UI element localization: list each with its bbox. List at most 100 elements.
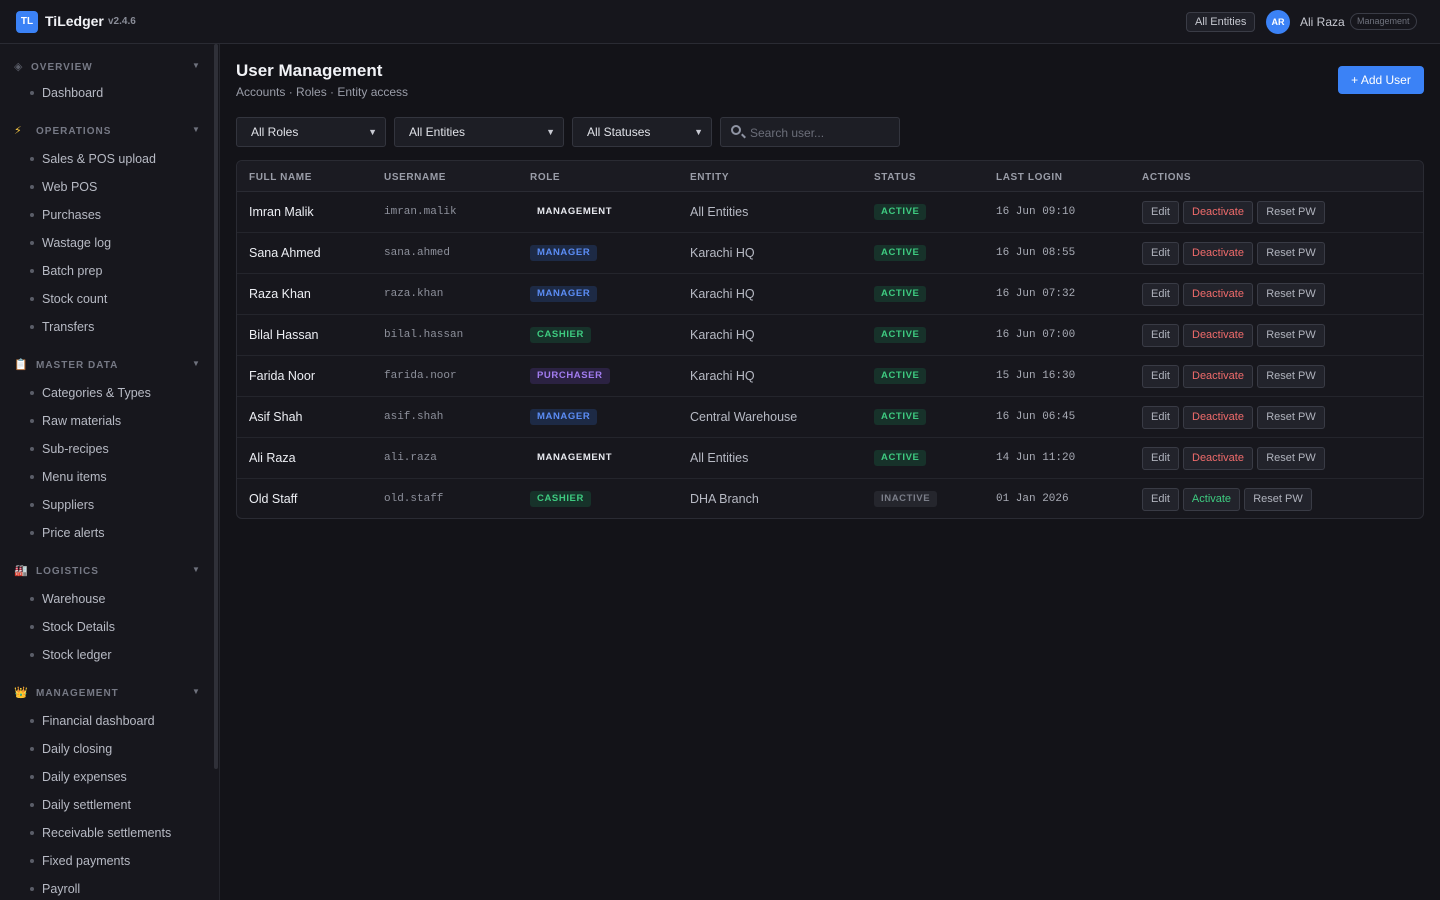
edit-button[interactable]: Edit — [1142, 488, 1179, 511]
entity-switcher[interactable]: All Entities — [1186, 12, 1256, 32]
sidebar-item-stock-count[interactable]: Stock count — [30, 290, 210, 310]
user-full-name: Bilal Hassan — [249, 328, 319, 342]
sidebar-item-stock-ledger[interactable]: Stock ledger — [30, 646, 210, 666]
deactivate-button[interactable]: Deactivate — [1183, 447, 1253, 470]
deactivate-button[interactable]: Deactivate — [1183, 201, 1253, 224]
column-header-full-name[interactable]: FULL NAME — [249, 172, 312, 183]
reset-password-button[interactable]: Reset PW — [1257, 406, 1325, 429]
status-badge: ACTIVE — [874, 286, 927, 302]
bullet-icon — [30, 747, 34, 751]
user-username: raza.khan — [384, 288, 444, 300]
user-username: bilal.hassan — [384, 329, 464, 341]
edit-button[interactable]: Edit — [1142, 201, 1179, 224]
sidebar-item-categories-types[interactable]: Categories & Types — [30, 384, 210, 404]
activate-button[interactable]: Activate — [1183, 488, 1240, 511]
user-last-login: 16 Jun 07:00 — [996, 329, 1076, 341]
bullet-icon — [30, 531, 34, 535]
user-last-login: 16 Jun 06:45 — [996, 411, 1076, 423]
user-last-login: 14 Jun 11:20 — [996, 452, 1076, 464]
sidebar-item-label: Categories & Types — [42, 386, 151, 400]
edit-button[interactable]: Edit — [1142, 447, 1179, 470]
sidebar-section-operations[interactable]: ⚡ OPERATIONS ▼ — [14, 123, 204, 139]
chevron-down-icon[interactable]: ▼ — [192, 61, 200, 70]
reset-password-button[interactable]: Reset PW — [1257, 324, 1325, 347]
chevron-down-icon[interactable]: ▼ — [192, 125, 200, 134]
reset-password-button[interactable]: Reset PW — [1257, 242, 1325, 265]
sidebar-item-stock-details[interactable]: Stock Details — [30, 618, 210, 638]
column-header-actions: ACTIONS — [1142, 172, 1192, 183]
sidebar-section-master-data[interactable]: 📋 MASTER DATA ▼ — [14, 357, 204, 373]
reset-password-button[interactable]: Reset PW — [1244, 488, 1312, 511]
deactivate-button[interactable]: Deactivate — [1183, 406, 1253, 429]
avatar[interactable]: AR — [1266, 10, 1290, 34]
sidebar-section-logistics[interactable]: 🏭 LOGISTICS ▼ — [14, 563, 204, 579]
sidebar-item-suppliers[interactable]: Suppliers — [30, 496, 210, 516]
chevron-down-icon[interactable]: ▼ — [192, 687, 200, 696]
sidebar-item-batch-prep[interactable]: Batch prep — [30, 262, 210, 282]
sidebar-section-management[interactable]: 👑 MANAGEMENT ▼ — [14, 685, 204, 701]
sidebar-item-purchases[interactable]: Purchases — [30, 206, 210, 226]
sidebar-item-sales-pos-upload[interactable]: Sales & POS upload — [30, 150, 210, 170]
column-header-username[interactable]: USERNAME — [384, 172, 447, 183]
sidebar-item-daily-settlement[interactable]: Daily settlement — [30, 796, 210, 816]
deactivate-button[interactable]: Deactivate — [1183, 242, 1253, 265]
app-logo[interactable]: TL — [16, 11, 38, 33]
table-row: Raza Khan raza.khan MANAGER Karachi HQ A… — [237, 274, 1423, 315]
column-header-entity[interactable]: ENTITY — [690, 172, 730, 183]
sidebar: ◈ OVERVIEW ▼ Dashboard ⚡ OPERATIONS ▼ Sa… — [0, 44, 220, 900]
edit-button[interactable]: Edit — [1142, 283, 1179, 306]
sidebar-section-overview[interactable]: ◈ OVERVIEW ▼ — [14, 59, 204, 75]
entity-filter-select[interactable]: All Entities ▼ — [394, 117, 564, 147]
role-badge: MANAGEMENT — [537, 452, 613, 463]
role-filter-select[interactable]: All Roles ▼ — [236, 117, 386, 147]
chevron-down-icon[interactable]: ▼ — [192, 565, 200, 574]
sidebar-item-receivable-settlements[interactable]: Receivable settlements — [30, 824, 210, 844]
user-entity: DHA Branch — [690, 492, 759, 506]
user-entity: Central Warehouse — [690, 410, 798, 424]
column-header-last-login[interactable]: LAST LOGIN — [996, 172, 1063, 183]
sidebar-item-warehouse[interactable]: Warehouse — [30, 590, 210, 610]
deactivate-button[interactable]: Deactivate — [1183, 324, 1253, 347]
sidebar-item-web-pos[interactable]: Web POS — [30, 178, 210, 198]
sidebar-item-financial-dashboard[interactable]: Financial dashboard — [30, 712, 210, 732]
sidebar-item-sub-recipes[interactable]: Sub-recipes — [30, 440, 210, 460]
sidebar-item-daily-closing[interactable]: Daily closing — [30, 740, 210, 760]
sidebar-item-wastage-log[interactable]: Wastage log — [30, 234, 210, 254]
sidebar-item-menu-items[interactable]: Menu items — [30, 468, 210, 488]
sidebar-item-price-alerts[interactable]: Price alerts — [30, 524, 210, 544]
reset-password-button[interactable]: Reset PW — [1257, 283, 1325, 306]
deactivate-button[interactable]: Deactivate — [1183, 283, 1253, 306]
current-user-name[interactable]: Ali Raza — [1300, 15, 1345, 29]
sidebar-item-transfers[interactable]: Transfers — [30, 318, 210, 338]
status-filter-select[interactable]: All Statuses ▼ — [572, 117, 712, 147]
sidebar-item-fixed-payments[interactable]: Fixed payments — [30, 852, 210, 872]
user-username: ali.raza — [384, 452, 437, 464]
user-entity: All Entities — [690, 205, 749, 219]
deactivate-button[interactable]: Deactivate — [1183, 365, 1253, 388]
edit-button[interactable]: Edit — [1142, 242, 1179, 265]
chevron-down-icon[interactable]: ▼ — [192, 359, 200, 368]
bullet-icon — [30, 269, 34, 273]
search-input[interactable]: Search user... — [720, 117, 900, 147]
column-header-status[interactable]: STATUS — [874, 172, 917, 183]
edit-button[interactable]: Edit — [1142, 406, 1179, 429]
sidebar-item-daily-expenses[interactable]: Daily expenses — [30, 768, 210, 788]
sidebar-item-label: Payroll — [42, 882, 81, 896]
reset-password-button[interactable]: Reset PW — [1257, 365, 1325, 388]
sidebar-section-title: LOGISTICS — [36, 566, 99, 577]
column-header-role[interactable]: ROLE — [530, 172, 561, 183]
sidebar-item-dashboard[interactable]: Dashboard — [30, 84, 210, 104]
sidebar-item-label: Sales & POS upload — [42, 152, 156, 166]
sidebar-scrollbar[interactable] — [214, 44, 218, 769]
sidebar-item-raw-materials[interactable]: Raw materials — [30, 412, 210, 432]
sidebar-item-payroll[interactable]: Payroll — [30, 880, 210, 900]
search-icon — [731, 125, 741, 135]
edit-button[interactable]: Edit — [1142, 365, 1179, 388]
table-row: Farida Noor farida.noor PURCHASER Karach… — [237, 356, 1423, 397]
reset-password-button[interactable]: Reset PW — [1257, 201, 1325, 224]
edit-button[interactable]: Edit — [1142, 324, 1179, 347]
add-user-button[interactable]: + Add User — [1338, 66, 1424, 94]
reset-password-button[interactable]: Reset PW — [1257, 447, 1325, 470]
search-placeholder: Search user... — [750, 126, 825, 140]
sidebar-item-label: Daily expenses — [42, 770, 127, 784]
